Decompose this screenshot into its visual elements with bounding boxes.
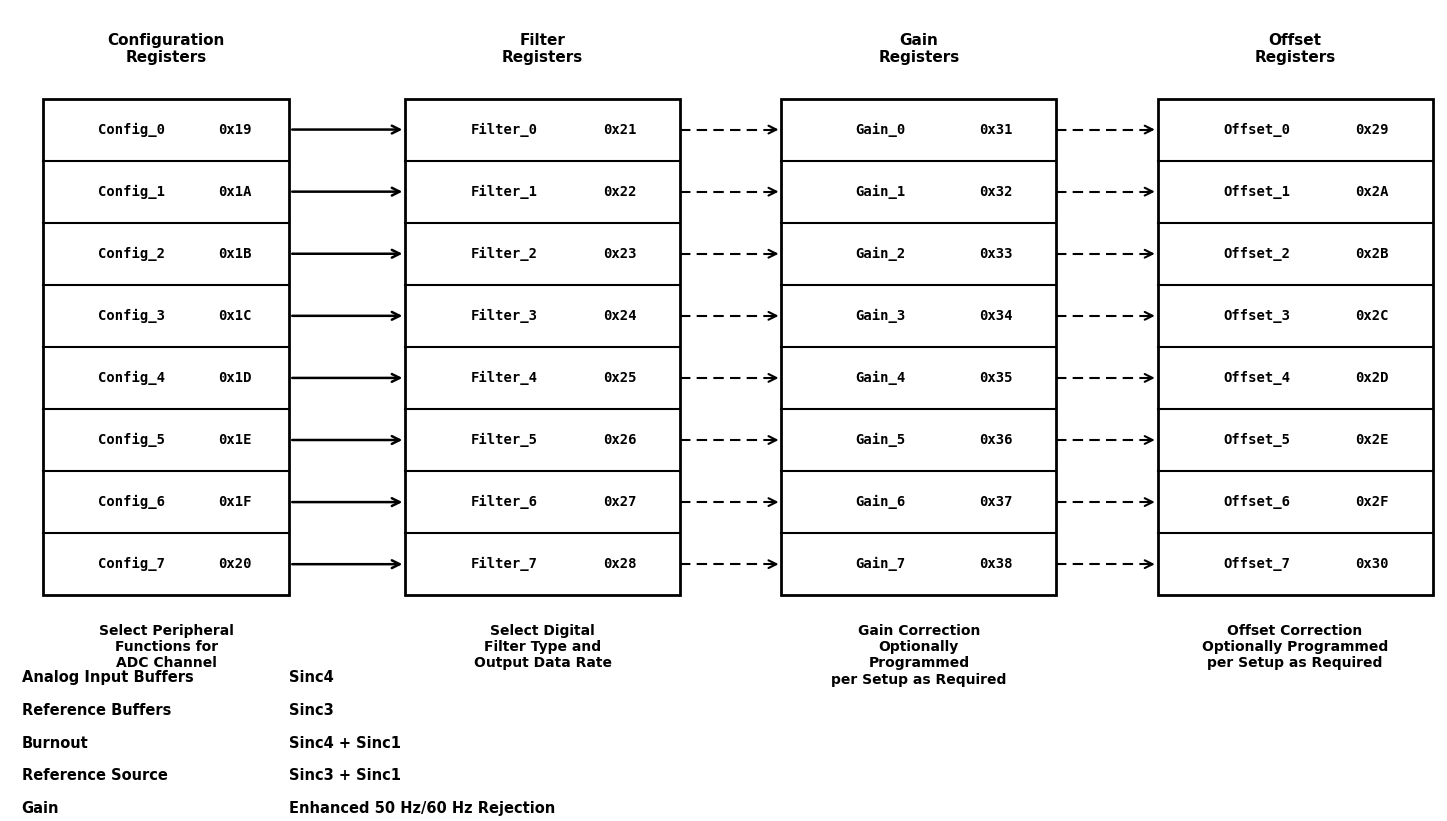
Text: 0x28: 0x28 [603, 557, 637, 571]
Text: Gain_5: Gain_5 [855, 433, 906, 447]
Text: 0x2A: 0x2A [1356, 185, 1389, 199]
Text: Filter_0: Filter_0 [470, 122, 538, 136]
Text: Filter_1: Filter_1 [470, 185, 538, 199]
Text: 0x24: 0x24 [603, 309, 637, 323]
Text: 0x37: 0x37 [980, 495, 1013, 509]
Text: 0x2D: 0x2D [1356, 371, 1389, 385]
Text: Sinc3: Sinc3 [289, 703, 334, 718]
Text: Offset_1: Offset_1 [1223, 185, 1291, 199]
Text: 0x1F: 0x1F [218, 495, 252, 509]
Text: Filter_2: Filter_2 [470, 246, 538, 261]
Text: 0x27: 0x27 [603, 495, 637, 509]
Text: Reference Source: Reference Source [22, 768, 168, 783]
Text: 0x1D: 0x1D [218, 371, 252, 385]
Text: 0x19: 0x19 [218, 122, 252, 136]
Text: Offset_7: Offset_7 [1223, 557, 1291, 571]
Text: Gain_1: Gain_1 [855, 185, 906, 199]
Text: 0x2E: 0x2E [1356, 433, 1389, 447]
Text: Gain_6: Gain_6 [855, 495, 906, 509]
Text: 0x34: 0x34 [980, 309, 1013, 323]
Text: Config_0: Config_0 [98, 122, 165, 136]
Text: Reference Buffers: Reference Buffers [22, 703, 171, 718]
Text: Filter_3: Filter_3 [470, 309, 538, 323]
Text: Config_1: Config_1 [98, 185, 165, 199]
Text: Gain: Gain [22, 801, 59, 816]
Text: Filter_4: Filter_4 [470, 371, 538, 385]
Bar [781, 99, 1056, 595]
Text: Filter_6: Filter_6 [470, 495, 538, 509]
Text: 0x1E: 0x1E [218, 433, 252, 447]
Text: Offset_3: Offset_3 [1223, 309, 1291, 323]
Text: Config_6: Config_6 [98, 495, 165, 509]
Text: 0x21: 0x21 [603, 122, 637, 136]
Text: 0x2B: 0x2B [1356, 247, 1389, 261]
Text: Offset_5: Offset_5 [1223, 433, 1291, 447]
Text: 0x35: 0x35 [980, 371, 1013, 385]
Text: 0x22: 0x22 [603, 185, 637, 199]
Text: Analog Input Buffers: Analog Input Buffers [22, 670, 194, 685]
Text: Config_5: Config_5 [98, 433, 165, 447]
Text: Offset_4: Offset_4 [1223, 371, 1291, 385]
Text: 0x38: 0x38 [980, 557, 1013, 571]
Text: 0x1C: 0x1C [218, 309, 252, 323]
Text: Offset Correction
Optionally Programmed
per Setup as Required: Offset Correction Optionally Programmed … [1202, 624, 1388, 671]
Text: 0x30: 0x30 [1356, 557, 1389, 571]
Text: Offset
Registers: Offset Registers [1255, 33, 1336, 65]
Text: 0x26: 0x26 [603, 433, 637, 447]
Text: Configuration
Registers: Configuration Registers [107, 33, 226, 65]
Text: Sinc4: Sinc4 [289, 670, 334, 685]
Text: 0x2F: 0x2F [1356, 495, 1389, 509]
Text: Gain
Registers: Gain Registers [878, 33, 959, 65]
Text: Gain Correction
Optionally
Programmed
per Setup as Required: Gain Correction Optionally Programmed pe… [831, 624, 1007, 686]
Text: Sinc3 + Sinc1: Sinc3 + Sinc1 [289, 768, 401, 783]
Bar [405, 99, 680, 595]
Text: Filter
Registers: Filter Registers [502, 33, 583, 65]
Text: 0x36: 0x36 [980, 433, 1013, 447]
Text: 0x1B: 0x1B [218, 247, 252, 261]
Text: Offset_2: Offset_2 [1223, 247, 1291, 261]
Text: Config_2: Config_2 [98, 246, 165, 261]
Text: Filter_5: Filter_5 [470, 433, 538, 447]
Bar [1158, 99, 1433, 595]
Text: Select Peripheral
Functions for
ADC Channel: Select Peripheral Functions for ADC Chan… [98, 624, 234, 671]
Text: Filter_7: Filter_7 [470, 557, 538, 571]
Text: Offset_0: Offset_0 [1223, 122, 1291, 136]
Text: Gain_7: Gain_7 [855, 557, 906, 571]
Text: 0x33: 0x33 [980, 247, 1013, 261]
Text: 0x32: 0x32 [980, 185, 1013, 199]
Text: 0x31: 0x31 [980, 122, 1013, 136]
Text: 0x25: 0x25 [603, 371, 637, 385]
Text: 0x2C: 0x2C [1356, 309, 1389, 323]
Text: Gain_0: Gain_0 [855, 122, 906, 136]
Text: Offset_6: Offset_6 [1223, 495, 1291, 509]
Text: Enhanced 50 Hz/60 Hz Rejection: Enhanced 50 Hz/60 Hz Rejection [289, 801, 556, 816]
Text: Config_7: Config_7 [98, 557, 165, 571]
Text: Gain_2: Gain_2 [855, 246, 906, 261]
Text: Burnout: Burnout [22, 736, 88, 750]
Text: Config_3: Config_3 [98, 309, 165, 323]
Text: Select Digital
Filter Type and
Output Data Rate: Select Digital Filter Type and Output Da… [473, 624, 612, 671]
Bar [43, 99, 289, 595]
Text: Sinc4 + Sinc1: Sinc4 + Sinc1 [289, 736, 401, 750]
Text: 0x20: 0x20 [218, 557, 252, 571]
Text: Gain_3: Gain_3 [855, 309, 906, 323]
Text: Config_4: Config_4 [98, 371, 165, 385]
Text: 0x23: 0x23 [603, 247, 637, 261]
Text: 0x29: 0x29 [1356, 122, 1389, 136]
Text: Gain_4: Gain_4 [855, 371, 906, 385]
Text: 0x1A: 0x1A [218, 185, 252, 199]
